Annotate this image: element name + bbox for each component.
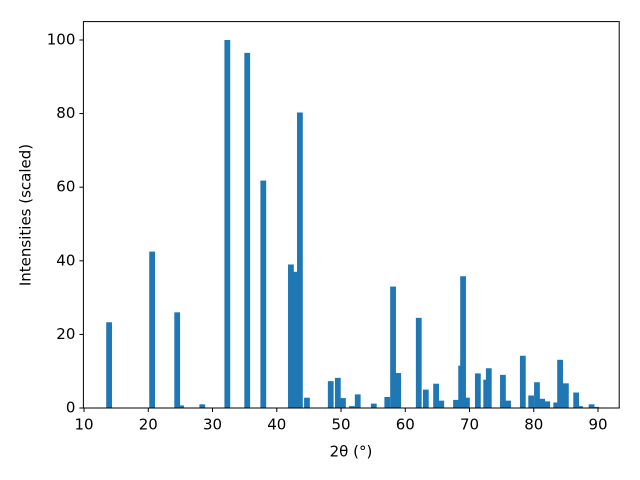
- bar: [106, 322, 112, 408]
- bar: [453, 399, 459, 408]
- bar: [304, 397, 310, 408]
- y-tick-label: 100: [47, 31, 76, 49]
- x-axis-label: 2θ (°): [330, 443, 373, 461]
- bar: [199, 404, 206, 408]
- bar: [562, 383, 569, 408]
- bar: [297, 112, 303, 408]
- bar: [349, 406, 355, 408]
- bar: [260, 180, 267, 408]
- bar: [539, 398, 545, 408]
- y-tick-label: 80: [56, 104, 75, 122]
- bar: [500, 374, 506, 408]
- bar: [460, 276, 466, 408]
- plot-frame: [82, 21, 620, 409]
- x-tick-label: 10: [74, 416, 93, 434]
- bar: [593, 406, 599, 408]
- bar: [288, 264, 294, 408]
- bar: [370, 403, 377, 408]
- bar: [327, 381, 334, 408]
- x-tick-label: 80: [524, 416, 543, 434]
- bar: [505, 400, 511, 408]
- bar: [224, 40, 231, 408]
- bar: [534, 382, 540, 408]
- bar: [528, 395, 535, 408]
- bar: [438, 400, 445, 408]
- bar: [474, 373, 481, 408]
- bar: [433, 383, 439, 408]
- bar: [149, 251, 156, 408]
- bar: [415, 317, 422, 408]
- y-tick-label: 60: [56, 178, 75, 196]
- x-tick-label: 90: [588, 416, 607, 434]
- bar: [464, 397, 470, 408]
- bar: [384, 396, 391, 408]
- x-tick-label: 50: [331, 416, 350, 434]
- bar: [293, 271, 299, 408]
- y-tick-label: 20: [56, 325, 75, 343]
- x-tick-label: 30: [203, 416, 222, 434]
- x-tick-label: 70: [460, 416, 479, 434]
- bar: [557, 359, 563, 408]
- bar: [178, 405, 184, 408]
- bar: [544, 401, 551, 408]
- bar: [354, 394, 361, 408]
- x-tick-label: 60: [396, 416, 415, 434]
- bar: [334, 377, 341, 408]
- bar: [244, 52, 251, 408]
- bar: [390, 286, 396, 408]
- bar: [340, 398, 346, 408]
- x-tick-label: 40: [267, 416, 286, 434]
- bar: [553, 402, 560, 408]
- y-axis-label: Intensities (scaled): [17, 144, 35, 286]
- bar: [395, 373, 402, 408]
- bar: [573, 392, 580, 408]
- bar: [577, 406, 583, 408]
- bar: [519, 355, 526, 408]
- bar: [174, 312, 181, 408]
- bar: [485, 368, 492, 408]
- y-tick-label: 40: [56, 251, 75, 269]
- y-tick-label: 0: [66, 399, 76, 417]
- x-tick-label: 20: [139, 416, 158, 434]
- bar: [588, 404, 595, 408]
- bar: [422, 389, 429, 408]
